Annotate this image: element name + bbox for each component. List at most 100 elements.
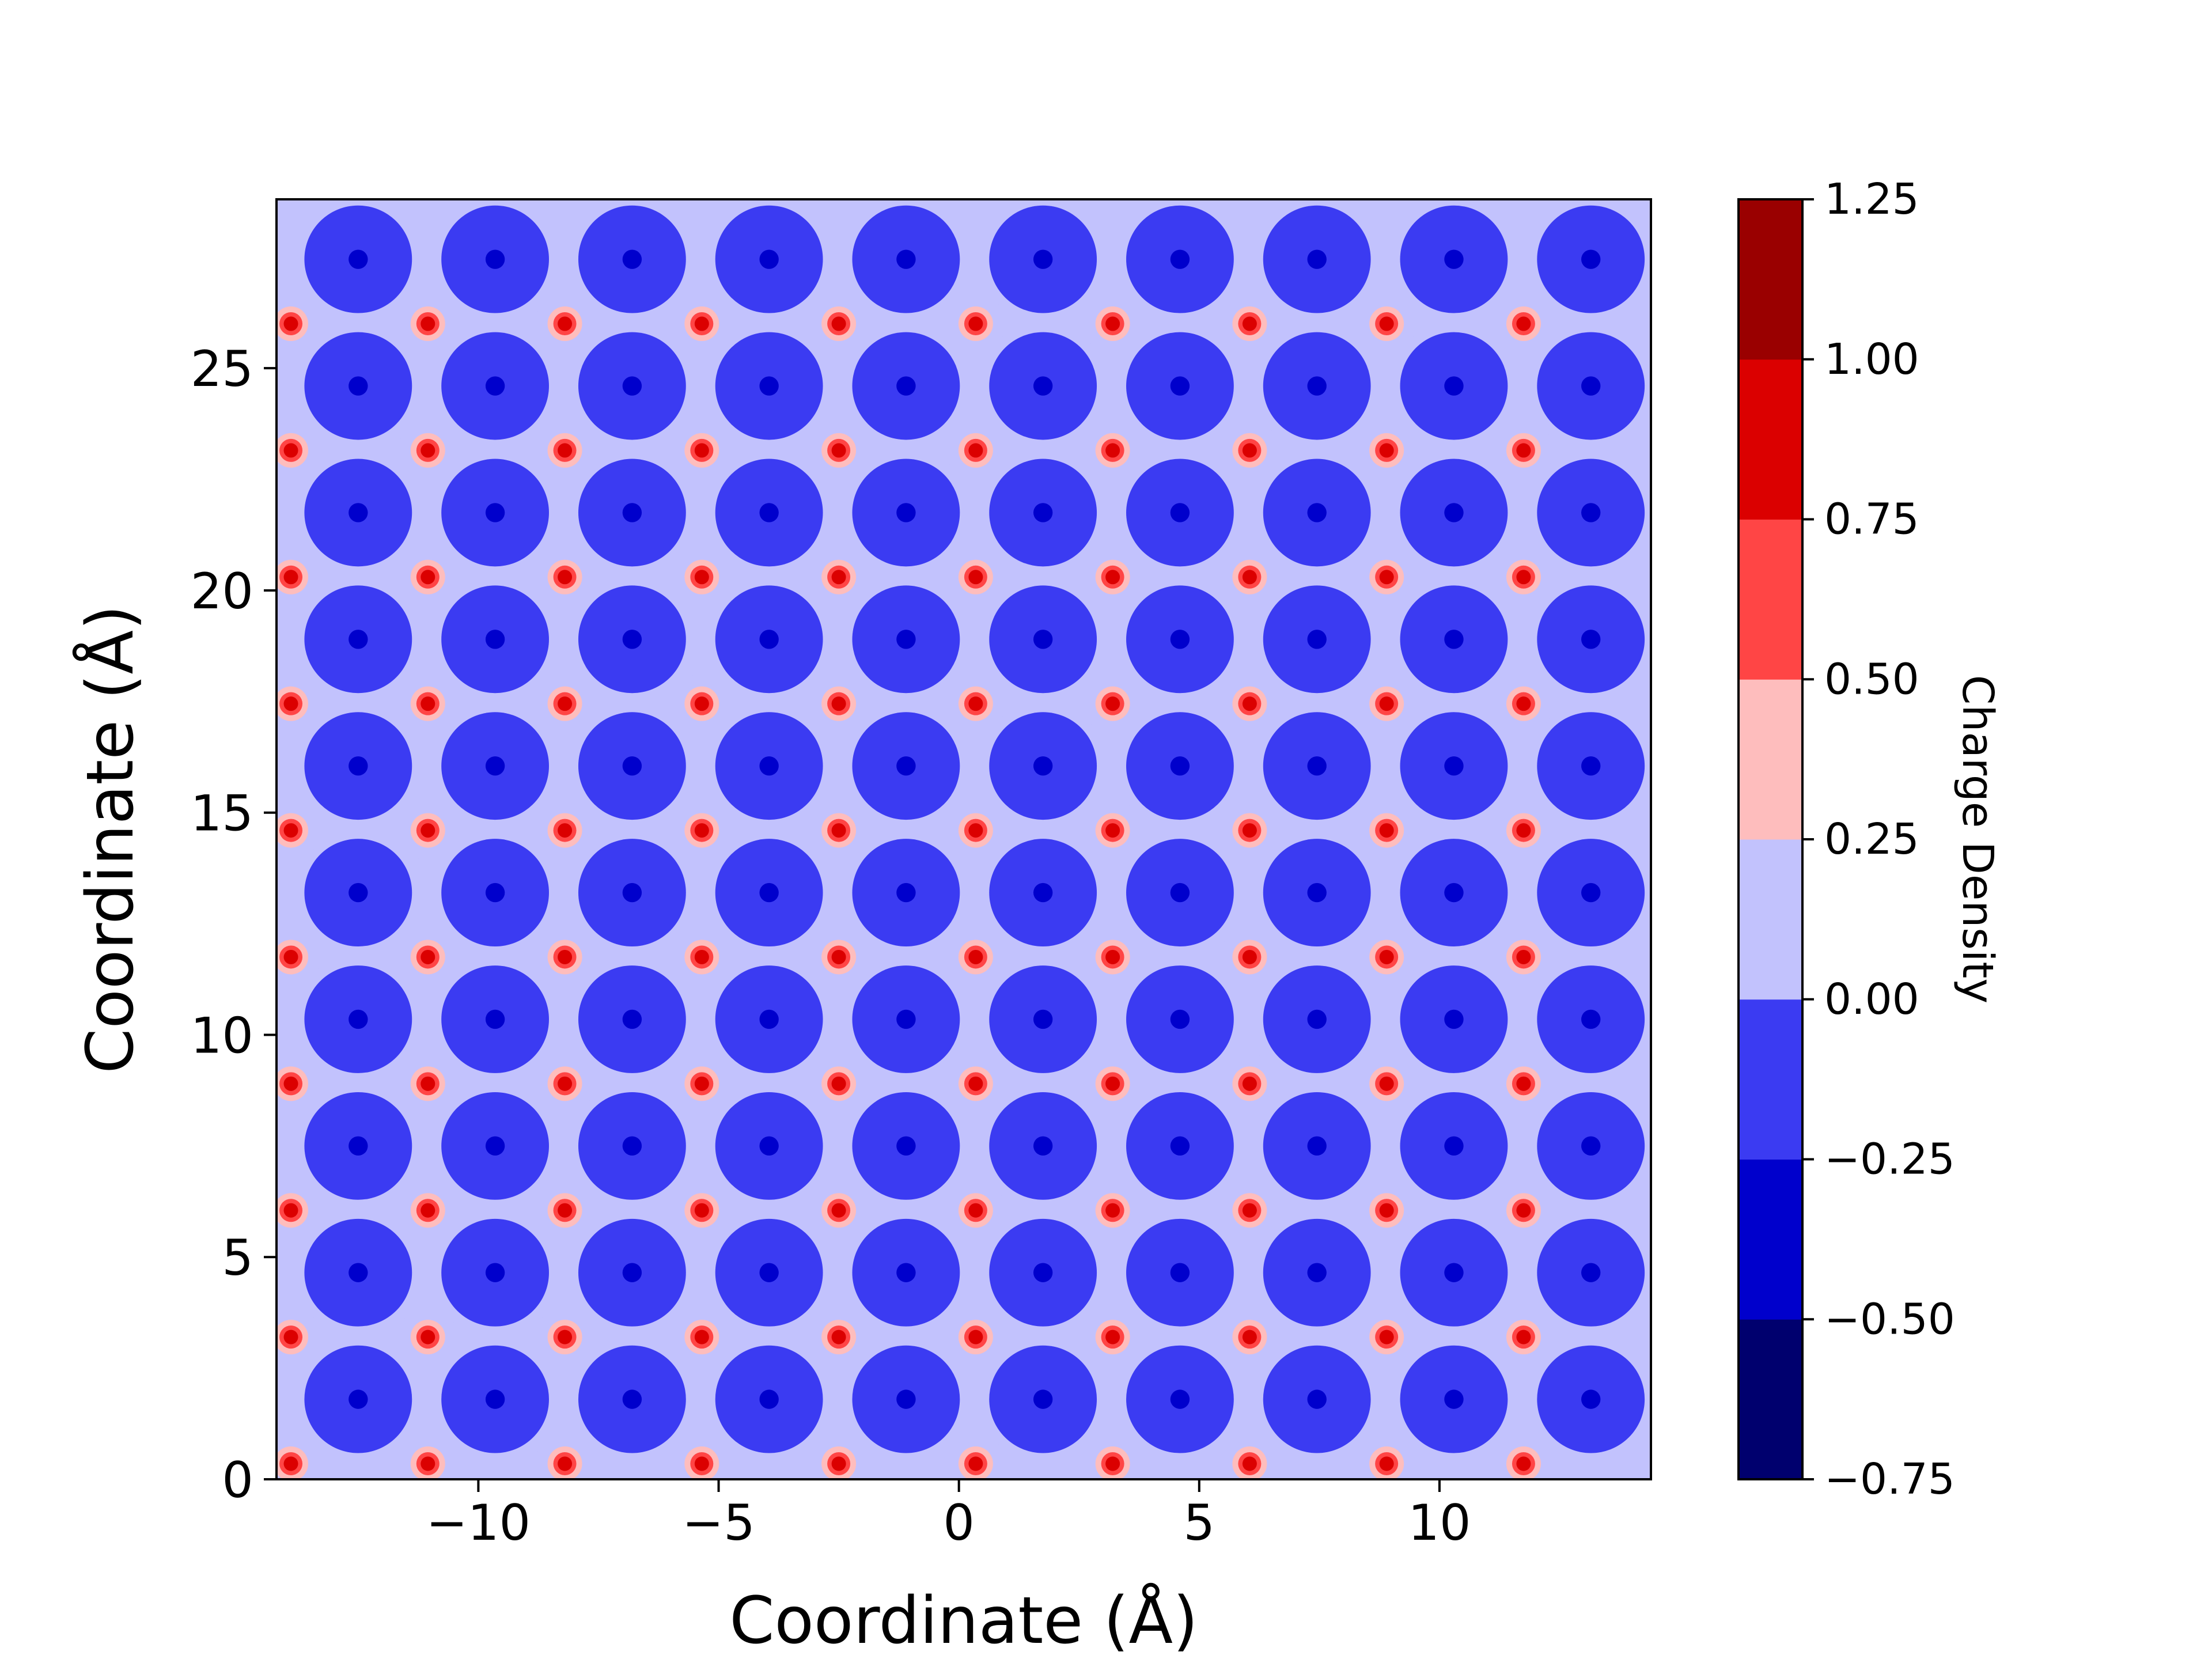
positive-site: [809, 1180, 869, 1240]
contour-level-0.75: [283, 696, 298, 711]
positive-site: [1082, 1434, 1143, 1479]
contour-level-neg-0.50: [1033, 882, 1053, 903]
contour-level-neg-0.50: [1581, 882, 1601, 903]
negative-site: [304, 712, 412, 820]
colorbar-tick-label: 1.25: [1824, 175, 1919, 224]
contour-level-neg-0.50: [1170, 503, 1190, 522]
contour-level-neg-0.50: [485, 1136, 505, 1156]
positive-site: [1219, 421, 1280, 480]
contour-level-neg-0.50: [349, 756, 368, 776]
negative-site: [1263, 459, 1371, 567]
positive-site: [398, 547, 458, 607]
contour-level-neg-0.50: [622, 1263, 642, 1282]
contour-level-0.75: [968, 696, 983, 711]
positive-site: [276, 927, 321, 987]
positive-site: [672, 421, 732, 480]
contour-level-neg-0.50: [349, 630, 368, 649]
contour-level-0.75: [1379, 949, 1394, 964]
contour-level-0.75: [694, 696, 709, 711]
contour-level-0.75: [1242, 949, 1257, 964]
positive-site: [398, 673, 458, 734]
x-tick-label: 0: [943, 1494, 975, 1552]
contour-level-0.75: [1516, 1456, 1531, 1471]
contour-level-neg-0.50: [485, 1389, 505, 1409]
contour-level-neg-0.50: [896, 1389, 916, 1409]
contour-level-neg-0.50: [896, 376, 916, 396]
contour-level-0.75: [421, 1076, 435, 1091]
negative-site: [989, 965, 1097, 1073]
positive-site: [809, 1054, 869, 1114]
positive-site: [276, 1180, 321, 1240]
positive-site: [276, 1054, 321, 1114]
contour-level-0.75: [421, 823, 435, 838]
contour-level-0.75: [1516, 443, 1531, 458]
contour-level-0.75: [1379, 1456, 1394, 1471]
positive-site: [1494, 1307, 1554, 1367]
contour-level-neg-0.50: [896, 249, 916, 269]
negative-site: [715, 839, 823, 946]
contour-level-neg-0.50: [1033, 1263, 1053, 1282]
negative-site: [441, 839, 549, 946]
positive-site: [946, 547, 1006, 607]
colorbar-band: [1738, 519, 1802, 680]
contour-level-0.75: [1516, 949, 1531, 964]
contour-level-0.75: [421, 696, 435, 711]
positive-site: [398, 927, 458, 987]
contour-level-0.75: [558, 696, 573, 711]
positive-site: [1357, 1054, 1416, 1114]
negative-site: [304, 459, 412, 567]
contour-level-neg-0.50: [349, 882, 368, 903]
negative-site: [1400, 965, 1508, 1073]
negative-site: [1537, 1092, 1645, 1200]
positive-site: [1082, 800, 1143, 861]
contour-level-neg-0.50: [1444, 756, 1464, 776]
negative-site: [715, 1345, 823, 1453]
contour-level-0.75: [283, 823, 298, 838]
contour-level-0.75: [283, 1203, 298, 1218]
contour-level-neg-0.50: [1444, 1136, 1464, 1156]
negative-site: [1537, 712, 1645, 820]
negative-site: [852, 1218, 960, 1327]
contour-level-0.75: [1516, 1076, 1531, 1091]
contour-level-0.75: [1379, 696, 1394, 711]
negative-site: [578, 1092, 686, 1200]
contour-level-neg-0.50: [1307, 756, 1327, 776]
contour-level-neg-0.50: [759, 376, 779, 396]
contour-level-neg-0.50: [1307, 503, 1327, 522]
positive-site: [672, 673, 732, 734]
contour-level-0.75: [421, 1330, 435, 1344]
contour-level-0.75: [558, 1330, 573, 1344]
negative-site: [1400, 1345, 1508, 1453]
contour-level-neg-0.50: [349, 1136, 368, 1156]
positive-site: [672, 800, 732, 861]
colorbar-tick-label: 0.00: [1824, 975, 1919, 1024]
negative-site: [715, 459, 823, 567]
colorbar-tick-label: −0.50: [1824, 1294, 1955, 1344]
contour-level-neg-0.50: [1581, 249, 1601, 269]
contour-level-0.75: [694, 1203, 709, 1218]
contour-level-neg-0.50: [1170, 1389, 1190, 1409]
contour-level-neg-0.50: [759, 1136, 779, 1156]
negative-site: [1263, 1092, 1371, 1200]
positive-site: [946, 673, 1006, 734]
colorbar-band: [1738, 999, 1802, 1160]
contour-level-neg-0.50: [1170, 882, 1190, 903]
negative-site: [989, 712, 1097, 820]
contour-level-0.75: [831, 443, 846, 458]
positive-site: [535, 800, 595, 861]
positive-site: [1219, 1054, 1280, 1114]
positive-site: [1494, 547, 1554, 607]
negative-site: [1263, 332, 1371, 440]
contour-level-neg-0.50: [1170, 249, 1190, 269]
negative-site: [1126, 1218, 1234, 1327]
positive-site: [535, 421, 595, 480]
contour-level-neg-0.50: [622, 1009, 642, 1029]
contour-level-0.75: [1242, 316, 1257, 331]
y-axis-title: Coordinate (Å): [73, 605, 148, 1074]
contour-level-0.75: [283, 1456, 298, 1471]
positive-site: [672, 1054, 732, 1114]
negative-site: [1126, 1345, 1234, 1453]
contour-level-neg-0.50: [1581, 1136, 1601, 1156]
colorbar-label: Charge Density: [1953, 675, 2002, 1003]
contour-level-0.75: [1516, 1203, 1531, 1218]
